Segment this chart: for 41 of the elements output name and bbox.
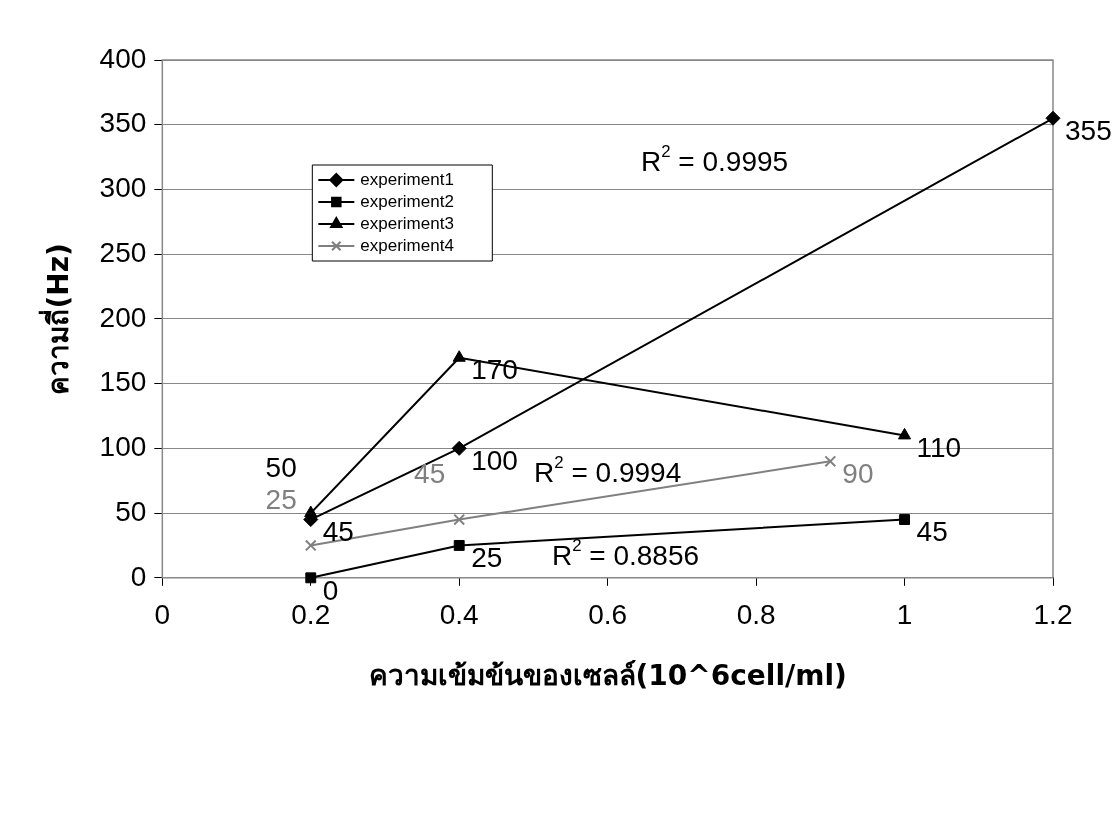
- data-label: 25: [471, 542, 503, 574]
- data-label: 50: [265, 451, 297, 483]
- data-label: 90: [842, 458, 874, 490]
- legend-label: experiment3: [360, 213, 454, 233]
- y-tick-label: 50: [115, 495, 147, 527]
- x-tick-label: 0.8: [736, 599, 776, 631]
- point: [897, 427, 912, 440]
- data-label: 170: [471, 354, 518, 386]
- point: [1045, 110, 1061, 126]
- y-tick-label: 300: [99, 172, 147, 204]
- legend-label: experiment2: [360, 191, 454, 211]
- x-axis-title: ความเข้มข้นของเซลล์(10^6cell/ml): [368, 659, 847, 693]
- point: [453, 539, 465, 551]
- x-tick-label: 1: [896, 599, 913, 631]
- data-label: 45: [916, 516, 948, 548]
- point: [451, 440, 467, 456]
- data-label: 45: [322, 516, 354, 548]
- data-label: 45: [414, 458, 446, 490]
- point: [453, 513, 466, 526]
- point: [304, 539, 317, 552]
- data-label: 355: [1065, 114, 1112, 146]
- y-tick-label: 250: [99, 236, 147, 268]
- x-tick-label: 0.4: [439, 599, 479, 631]
- point: [899, 514, 910, 525]
- y-axis-title: ความถี่(Hz): [38, 243, 76, 395]
- y-tick-label: 100: [99, 431, 147, 463]
- y-tick-label: 350: [99, 107, 147, 139]
- data-label: 100: [471, 445, 518, 477]
- legend-label: experiment4: [360, 235, 454, 255]
- y-tick-label: 0: [130, 560, 147, 592]
- data-label: 110: [916, 432, 962, 464]
- y-tick-label: 150: [99, 366, 147, 398]
- x-tick-label: 0.6: [588, 599, 628, 631]
- data-label: 25: [265, 484, 297, 516]
- legend-label: experiment1: [360, 169, 454, 189]
- point: [824, 455, 837, 468]
- x-tick-label: 0: [154, 599, 171, 631]
- y-tick-label: 400: [99, 42, 147, 74]
- y-tick-label: 200: [99, 301, 147, 333]
- x-tick-label: 1.2: [1033, 599, 1073, 631]
- point: [452, 350, 466, 362]
